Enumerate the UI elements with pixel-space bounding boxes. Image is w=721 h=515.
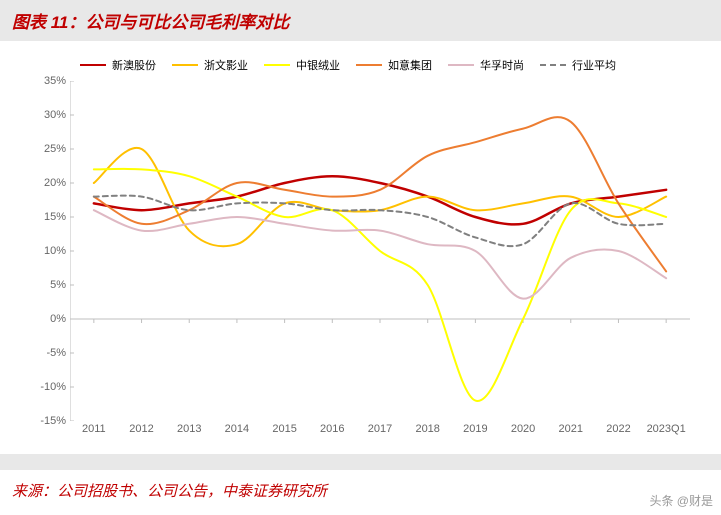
y-tick-label: 15%	[44, 211, 66, 223]
y-tick-label: -5%	[46, 347, 66, 359]
y-tick-label: 30%	[44, 109, 66, 121]
y-tick-label: 35%	[44, 75, 66, 87]
x-tick-label: 2016	[320, 423, 344, 435]
source-bar: 来源：公司招股书、公司公告，中泰证券研究所	[0, 454, 721, 511]
legend-item: 中银绒业	[264, 57, 340, 73]
x-axis-labels: 2011 2012 2013 2014 2015 2016 2017 2018 2019 2020…	[70, 423, 690, 439]
chart-container: 新澳股份 浙文影业 中银绒业 如意集团 华孚时尚 行业平均 35% 30% 25% 20% 15%…	[0, 43, 721, 426]
x-tick-label: 2017	[368, 423, 392, 435]
x-tick-label: 2023Q1	[647, 423, 686, 435]
x-tick-label: 2012	[129, 423, 153, 435]
series-line	[94, 117, 666, 271]
x-tick-label: 2021	[559, 423, 583, 435]
series-line	[94, 169, 666, 401]
x-tick-label: 2015	[272, 423, 296, 435]
y-tick-label: -10%	[40, 381, 66, 393]
y-axis-labels: 35%30%25%20%15%10%5%0%-5%-10%-15%	[30, 81, 70, 421]
legend-item: 行业平均	[540, 57, 616, 73]
y-tick-label: 20%	[44, 177, 66, 189]
y-tick-label: 0%	[50, 313, 66, 325]
x-tick-label: 2013	[177, 423, 201, 435]
legend-swatch	[356, 64, 382, 66]
x-tick-label: 2020	[511, 423, 535, 435]
legend-swatch	[448, 64, 474, 66]
y-tick-label: 25%	[44, 143, 66, 155]
y-tick-label: 10%	[44, 245, 66, 257]
title-bar: 图表 11：公司与可比公司毛利率对比	[0, 0, 721, 43]
legend-label: 浙文影业	[204, 57, 248, 73]
x-tick-label: 2022	[606, 423, 630, 435]
legend-label: 行业平均	[572, 57, 616, 73]
legend-item: 华孚时尚	[448, 57, 524, 73]
plot-svg	[70, 81, 690, 421]
x-tick-label: 2014	[225, 423, 249, 435]
legend-label: 新澳股份	[112, 57, 156, 73]
legend-swatch	[172, 64, 198, 66]
source-text: 来源：公司招股书、公司公告，中泰证券研究所	[12, 480, 709, 501]
legend-swatch	[540, 64, 566, 66]
y-tick-label: 5%	[50, 279, 66, 291]
x-tick-label: 2019	[463, 423, 487, 435]
legend-item: 如意集团	[356, 57, 432, 73]
x-tick-label: 2011	[82, 423, 106, 435]
legend-label: 中银绒业	[296, 57, 340, 73]
series-line	[94, 210, 666, 298]
legend-item: 新澳股份	[80, 57, 156, 73]
legend-swatch	[264, 64, 290, 66]
legend-item: 浙文影业	[172, 57, 248, 73]
legend-swatch	[80, 64, 106, 66]
legend-label: 华孚时尚	[480, 57, 524, 73]
chart-area: 35%30%25%20%15%10%5%0%-5%-10%-15% 201120…	[30, 81, 690, 421]
legend: 新澳股份 浙文影业 中银绒业 如意集团 华孚时尚 行业平均	[20, 53, 701, 81]
series-line	[94, 196, 666, 247]
legend-label: 如意集团	[388, 57, 432, 73]
x-tick-label: 2018	[415, 423, 439, 435]
y-tick-label: -15%	[40, 415, 66, 427]
chart-title: 图表 11：公司与可比公司毛利率对比	[12, 8, 709, 33]
watermark: 头条 @财是	[649, 492, 713, 509]
